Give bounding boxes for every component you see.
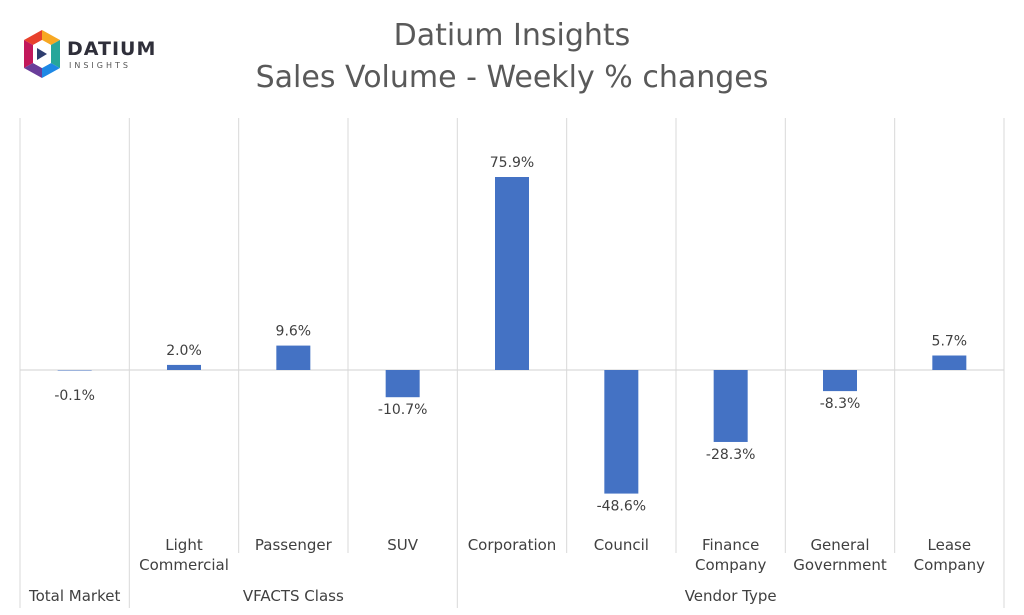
datium-logo: DATIUM INSIGHTS <box>24 30 156 78</box>
category-tick-label: Commercial <box>139 556 229 574</box>
bar <box>495 177 529 370</box>
category-tick-label: Finance <box>702 536 759 554</box>
category-tick-label: Light <box>165 536 203 554</box>
data-label: 2.0% <box>166 343 202 359</box>
data-label: -28.3% <box>706 447 756 463</box>
logo-wordmark: DATIUM <box>67 38 156 60</box>
category-tick-label: Corporation <box>468 536 557 554</box>
chart-title: Datium Insights <box>394 18 631 53</box>
data-label: -10.7% <box>378 402 428 418</box>
group-tick-label: Total Market <box>28 587 120 605</box>
category-tick-label: Government <box>793 556 887 574</box>
data-label: 75.9% <box>490 155 534 171</box>
category-tick-label: Company <box>914 556 985 574</box>
datium-logo-mark-icon <box>24 30 60 78</box>
bar <box>604 370 639 494</box>
labels-layer: -0.1% 2.0% 9.6% -10.7% 75.9% -48.6% -28.3% -8.3… <box>28 155 985 605</box>
bar <box>57 370 92 371</box>
data-label: -8.3% <box>820 396 861 412</box>
group-tick-label: Vendor Type <box>685 587 777 605</box>
bar <box>713 370 748 442</box>
data-label: -0.1% <box>54 388 95 404</box>
category-tick-label: Lease <box>928 536 972 554</box>
bar <box>167 364 201 370</box>
logo-tagline: INSIGHTS <box>69 61 131 70</box>
chart-subtitle: Sales Volume - Weekly % changes <box>256 60 769 95</box>
category-tick-label: Company <box>695 556 766 574</box>
data-label: 9.6% <box>276 324 312 340</box>
category-tick-label: Council <box>594 536 649 554</box>
category-tick-label: SUV <box>387 536 419 554</box>
group-tick-label: VFACTS Class <box>243 587 344 605</box>
bar <box>385 370 420 398</box>
data-label: -48.6% <box>597 499 647 515</box>
bars-layer <box>57 177 967 494</box>
bar <box>932 355 967 370</box>
category-tick-label: General <box>810 536 869 554</box>
category-tick-label: Passenger <box>255 536 333 554</box>
bar <box>276 345 311 370</box>
bar <box>823 370 857 392</box>
data-label: 5.7% <box>932 334 968 350</box>
